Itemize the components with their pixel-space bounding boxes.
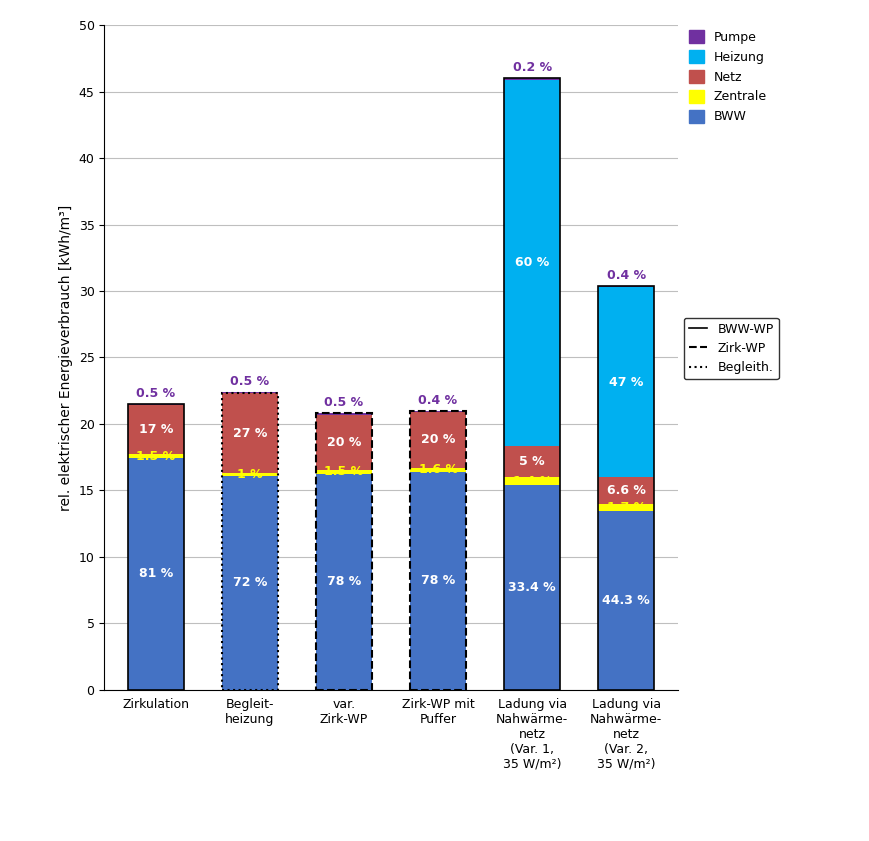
Bar	[222, 473, 278, 476]
Bar	[128, 458, 184, 690]
Text: 20 %: 20 %	[421, 433, 455, 446]
Text: 47 %: 47 %	[609, 376, 643, 389]
Bar	[598, 286, 654, 690]
Bar	[315, 415, 372, 470]
Bar	[222, 394, 278, 473]
Text: 72 %: 72 %	[233, 576, 267, 590]
Bar	[598, 288, 654, 477]
Bar	[504, 485, 561, 690]
Text: 78 %: 78 %	[327, 575, 362, 589]
Text: 1.7 %: 1.7 %	[607, 500, 646, 514]
Text: 81 %: 81 %	[139, 568, 173, 580]
Bar	[504, 78, 561, 690]
Text: 1.5 %: 1.5 %	[324, 465, 363, 479]
Bar	[128, 454, 184, 458]
Legend: BWW-WP, Zirk-WP, Begleith.: BWW-WP, Zirk-WP, Begleith.	[684, 318, 779, 379]
Text: 1.4 %: 1.4 %	[513, 474, 552, 488]
Bar	[598, 504, 654, 510]
Bar	[504, 447, 561, 477]
Text: 0.5 %: 0.5 %	[136, 387, 176, 400]
Bar	[504, 477, 561, 485]
Text: 6.6 %: 6.6 %	[607, 484, 646, 497]
Text: 0.5 %: 0.5 %	[230, 375, 269, 388]
Text: 1.5 %: 1.5 %	[136, 450, 176, 463]
Bar	[598, 477, 654, 504]
Bar	[128, 405, 184, 454]
Bar	[410, 412, 467, 468]
Text: 0.2 %: 0.2 %	[513, 61, 552, 74]
Bar	[410, 410, 467, 412]
Text: 5 %: 5 %	[520, 455, 545, 468]
Y-axis label: rel. elektrischer Energieverbrauch [kWh/m³]: rel. elektrischer Energieverbrauch [kWh/…	[59, 204, 73, 510]
Text: 0.4 %: 0.4 %	[607, 268, 646, 282]
Bar	[222, 476, 278, 690]
Bar	[315, 474, 372, 690]
Text: 60 %: 60 %	[515, 257, 549, 269]
Bar	[315, 470, 372, 474]
Text: 0.4 %: 0.4 %	[419, 394, 458, 406]
Bar	[410, 468, 467, 472]
Bar	[410, 472, 467, 690]
Bar	[315, 413, 372, 415]
Text: 44.3 %: 44.3 %	[602, 594, 650, 606]
Text: 27 %: 27 %	[233, 426, 267, 440]
Bar	[128, 404, 184, 690]
Bar	[410, 410, 467, 690]
Text: 1.6 %: 1.6 %	[419, 463, 458, 476]
Text: 17 %: 17 %	[139, 423, 173, 436]
Bar	[504, 78, 561, 80]
Bar	[598, 510, 654, 690]
Bar	[315, 413, 372, 690]
Text: 33.4 %: 33.4 %	[508, 581, 556, 594]
Text: 20 %: 20 %	[327, 436, 362, 449]
Text: 0.5 %: 0.5 %	[324, 396, 363, 410]
Bar	[598, 286, 654, 288]
Text: 78 %: 78 %	[421, 574, 455, 587]
Bar	[222, 392, 278, 394]
Bar	[504, 80, 561, 447]
Bar	[128, 404, 184, 405]
Bar	[222, 394, 278, 690]
Text: 1 %: 1 %	[237, 468, 262, 481]
